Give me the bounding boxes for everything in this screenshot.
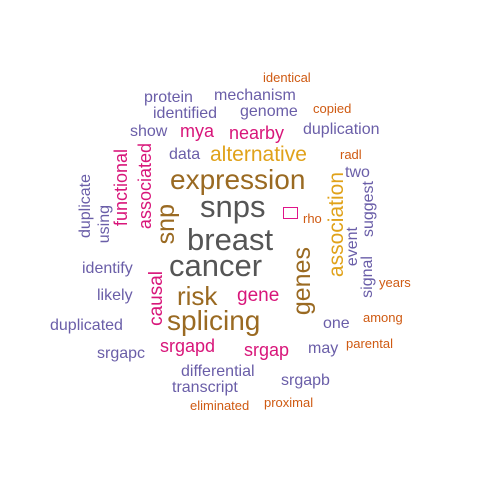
word-identical: identical [263,70,311,85]
word-rho: rho [303,211,322,226]
word-proximal: proximal [264,395,314,410]
word-mechanism: mechanism [214,87,296,104]
word-copied: copied [313,101,352,116]
word-identify: identify [82,260,133,277]
word-functional: functional [111,149,131,227]
word-snps: snps [200,189,266,224]
word-cancer: cancer [169,248,263,283]
word-using: using [96,205,113,244]
word-srgapb: srgapb [281,372,330,389]
word-breast: breast [187,222,274,257]
word-snp: snp [152,204,180,245]
word-eliminated: eliminated [190,398,250,413]
word-genome: genome [240,103,298,120]
word-signal: signal [359,256,376,298]
word-duplication: duplication [303,121,380,138]
word-protein: protein [144,89,193,106]
word-transcript: transcript [172,379,238,396]
word-alternative: alternative [210,143,307,166]
word-srgapc: srgapc [97,345,146,362]
word-identified: identified [153,105,218,122]
word-associated: associated [135,143,155,230]
word-srgapd: srgapd [160,336,216,356]
word-genes: genes [288,247,316,316]
word-mya: mya [180,121,215,141]
word-causal: causal [146,271,167,326]
word-differential: differential [181,363,255,380]
word-two: two [345,164,370,181]
word-suggest: suggest [360,181,377,238]
small-outlined-box [283,207,298,219]
word-expression: expression [170,164,306,195]
word-nearby: nearby [229,123,285,143]
word-among: among [363,310,403,325]
word-data: data [169,146,201,163]
word-show: show [130,123,168,140]
word-duplicated: duplicated [50,317,123,334]
word-one: one [323,315,350,332]
word-radl: radl [340,147,362,162]
word-duplicate: duplicate [77,174,94,239]
word-years: years [379,275,411,290]
word-splicing: splicing [167,305,261,336]
word-gene: gene [237,285,280,306]
word-risk: risk [177,281,218,311]
word-parental: parental [346,336,393,351]
word-srgap: srgap [244,340,290,360]
word-likely: likely [97,287,133,304]
word-may: may [308,340,339,357]
